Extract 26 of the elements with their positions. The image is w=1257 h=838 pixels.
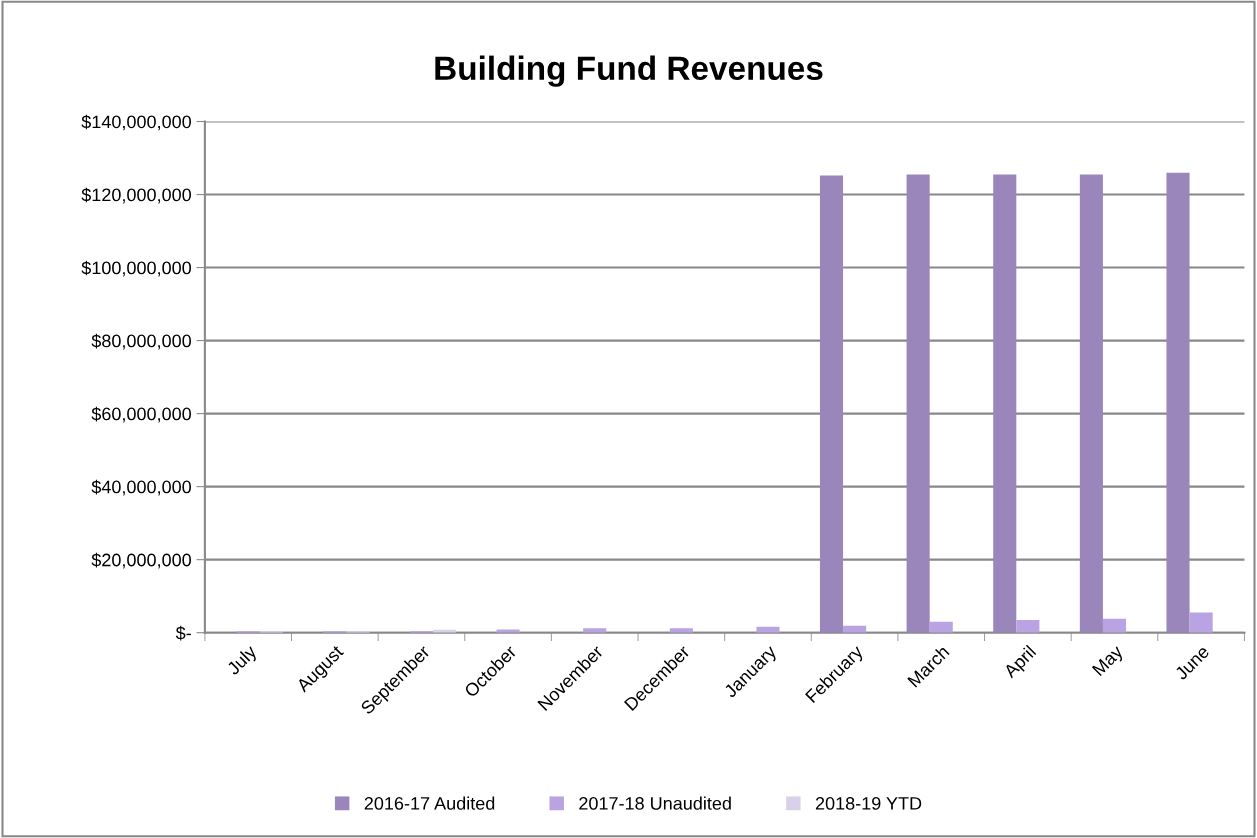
y-tick-label: $140,000,000 (81, 114, 191, 131)
bar (583, 628, 607, 633)
bar (929, 621, 953, 633)
y-tick-label: $80,000,000 (91, 333, 191, 350)
bar (1016, 619, 1040, 633)
y-tick-label: $100,000,000 (81, 260, 191, 277)
bar (669, 628, 693, 633)
legend-label: 2018-19 YTD (815, 797, 922, 810)
y-tick-label: $20,000,000 (91, 552, 191, 569)
bar (1102, 618, 1127, 633)
chart-title: Building Fund Revenues (435, 55, 823, 87)
bar (1079, 174, 1103, 633)
bar (1189, 612, 1213, 633)
y-tick-label: $40,000,000 (91, 479, 191, 496)
bar (819, 175, 844, 633)
bar (993, 174, 1017, 633)
bar (496, 629, 520, 633)
y-tick-label: $120,000,000 (81, 187, 191, 204)
legend-label: 2016-17 Audited (364, 796, 495, 810)
bar (1166, 172, 1190, 633)
legend-label: 2017-18 Unaudited (579, 796, 731, 810)
bar (906, 174, 930, 633)
y-tick-label: $- (175, 625, 191, 641)
x-tick-label: July (225, 643, 261, 679)
y-tick-label: $60,000,000 (91, 406, 191, 423)
x-tick-label: May (1091, 644, 1127, 679)
